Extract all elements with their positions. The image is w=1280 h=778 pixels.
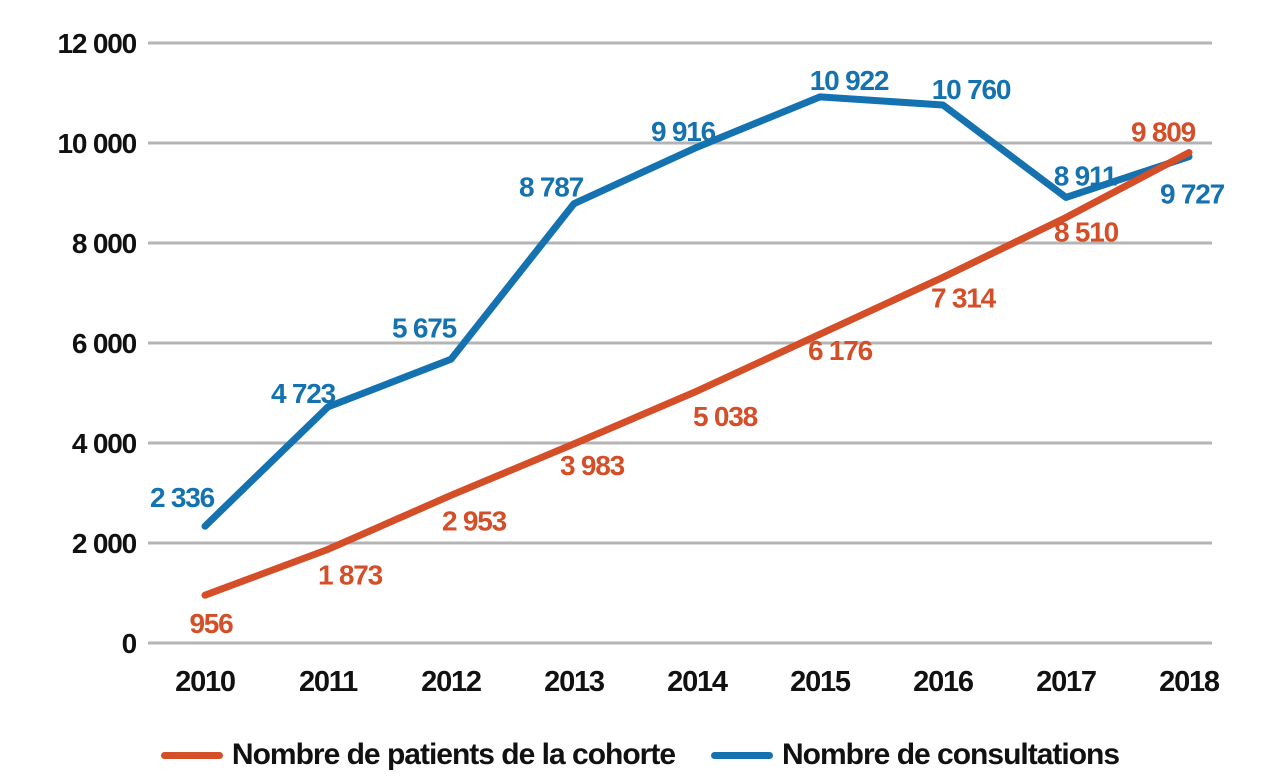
y-axis-tick-label: 6 000 — [72, 328, 137, 359]
data-point-label-consultations: 5 675 — [392, 312, 457, 343]
x-axis-tick-label: 2010 — [175, 666, 235, 698]
data-point-label-consultations: 9 727 — [1160, 179, 1225, 210]
data-point-label-patients: 956 — [189, 608, 233, 639]
data-point-label-consultations: 4 723 — [271, 378, 336, 409]
legend-line-swatch-patients — [160, 751, 223, 759]
data-point-label-patients: 7 314 — [931, 282, 997, 313]
data-point-label-consultations: 10 760 — [932, 74, 1011, 105]
data-point-label-consultations: 9 916 — [651, 116, 716, 147]
x-axis-tick-label: 2013 — [544, 666, 605, 698]
y-axis-tick-label: 10 000 — [58, 128, 137, 159]
x-axis-tick-label: 2016 — [913, 666, 974, 698]
x-axis-tick-label: 2015 — [790, 666, 851, 698]
x-axis-tick-label: 2014 — [667, 666, 728, 698]
y-axis-tick-label: 12 000 — [58, 28, 137, 59]
x-axis-tick-label: 2017 — [1036, 666, 1096, 698]
data-point-label-patients: 1 873 — [318, 559, 383, 590]
series-line-patients — [201, 149, 1193, 599]
data-point-label-consultations: 8 787 — [519, 172, 584, 203]
y-axis-tick-label: 4 000 — [72, 428, 137, 459]
data-point-label-patients: 5 038 — [693, 401, 758, 432]
series-line-consultations — [201, 93, 1193, 530]
x-axis-tick-label: 2012 — [421, 666, 481, 698]
legend-label-consultations: Nombre de consultations — [782, 738, 1120, 771]
data-point-label-consultations: 8 911 — [1054, 160, 1117, 191]
data-point-label-patients: 2 953 — [442, 505, 507, 536]
data-point-label-patients: 8 510 — [1054, 217, 1119, 248]
line-chart: 0 2 000 4 000 6 000 8 000 10 000 12 000 2010 201… — [58, 28, 1226, 698]
legend-item-patients: Nombre de patients de la cohorte — [160, 738, 676, 772]
data-point-label-patients: 9 809 — [1131, 117, 1196, 148]
data-point-label-consultations: 2 336 — [150, 482, 215, 513]
data-point-label-patients: 3 983 — [560, 450, 625, 481]
chart-legend: Nombre de patients de la cohorte Nombre … — [0, 738, 1280, 772]
x-axis-tick-label: 2018 — [1159, 666, 1220, 698]
data-point-label-consultations: 10 922 — [810, 65, 889, 96]
legend-line-swatch-consultations — [711, 751, 774, 759]
data-point-label-patients: 6 176 — [808, 335, 873, 366]
x-axis-tick-label: 2011 — [299, 666, 358, 698]
legend-label-patients: Nombre de patients de la cohorte — [231, 738, 676, 771]
y-axis-tick-label: 0 — [122, 628, 137, 659]
y-axis-tick-label: 8 000 — [72, 228, 137, 259]
y-axis-tick-label: 2 000 — [72, 528, 137, 559]
legend-item-consultations: Nombre de consultations — [711, 738, 1120, 772]
